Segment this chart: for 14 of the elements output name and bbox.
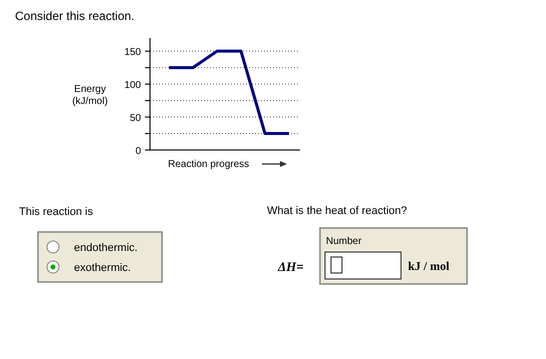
y-tick-label: 0 (135, 146, 142, 157)
chart-title: Consider this reaction. (15, 9, 134, 23)
text: kJ / mol (408, 259, 450, 273)
x-axis-title: Reaction progress (168, 159, 250, 170)
y-tick-label: 50 (130, 113, 142, 124)
text: This reaction is (19, 206, 94, 218)
text: endothermic. (74, 242, 138, 254)
text: Number (326, 236, 362, 247)
text: What is the heat of reaction? (267, 205, 408, 217)
text: ΔH= (277, 259, 304, 274)
text: exothermic. (74, 262, 131, 274)
y-tick-label: 100 (124, 80, 142, 92)
y-tick-label: 150 (124, 47, 142, 58)
y-axis-title: Energy (kJ/mol) (72, 84, 108, 107)
